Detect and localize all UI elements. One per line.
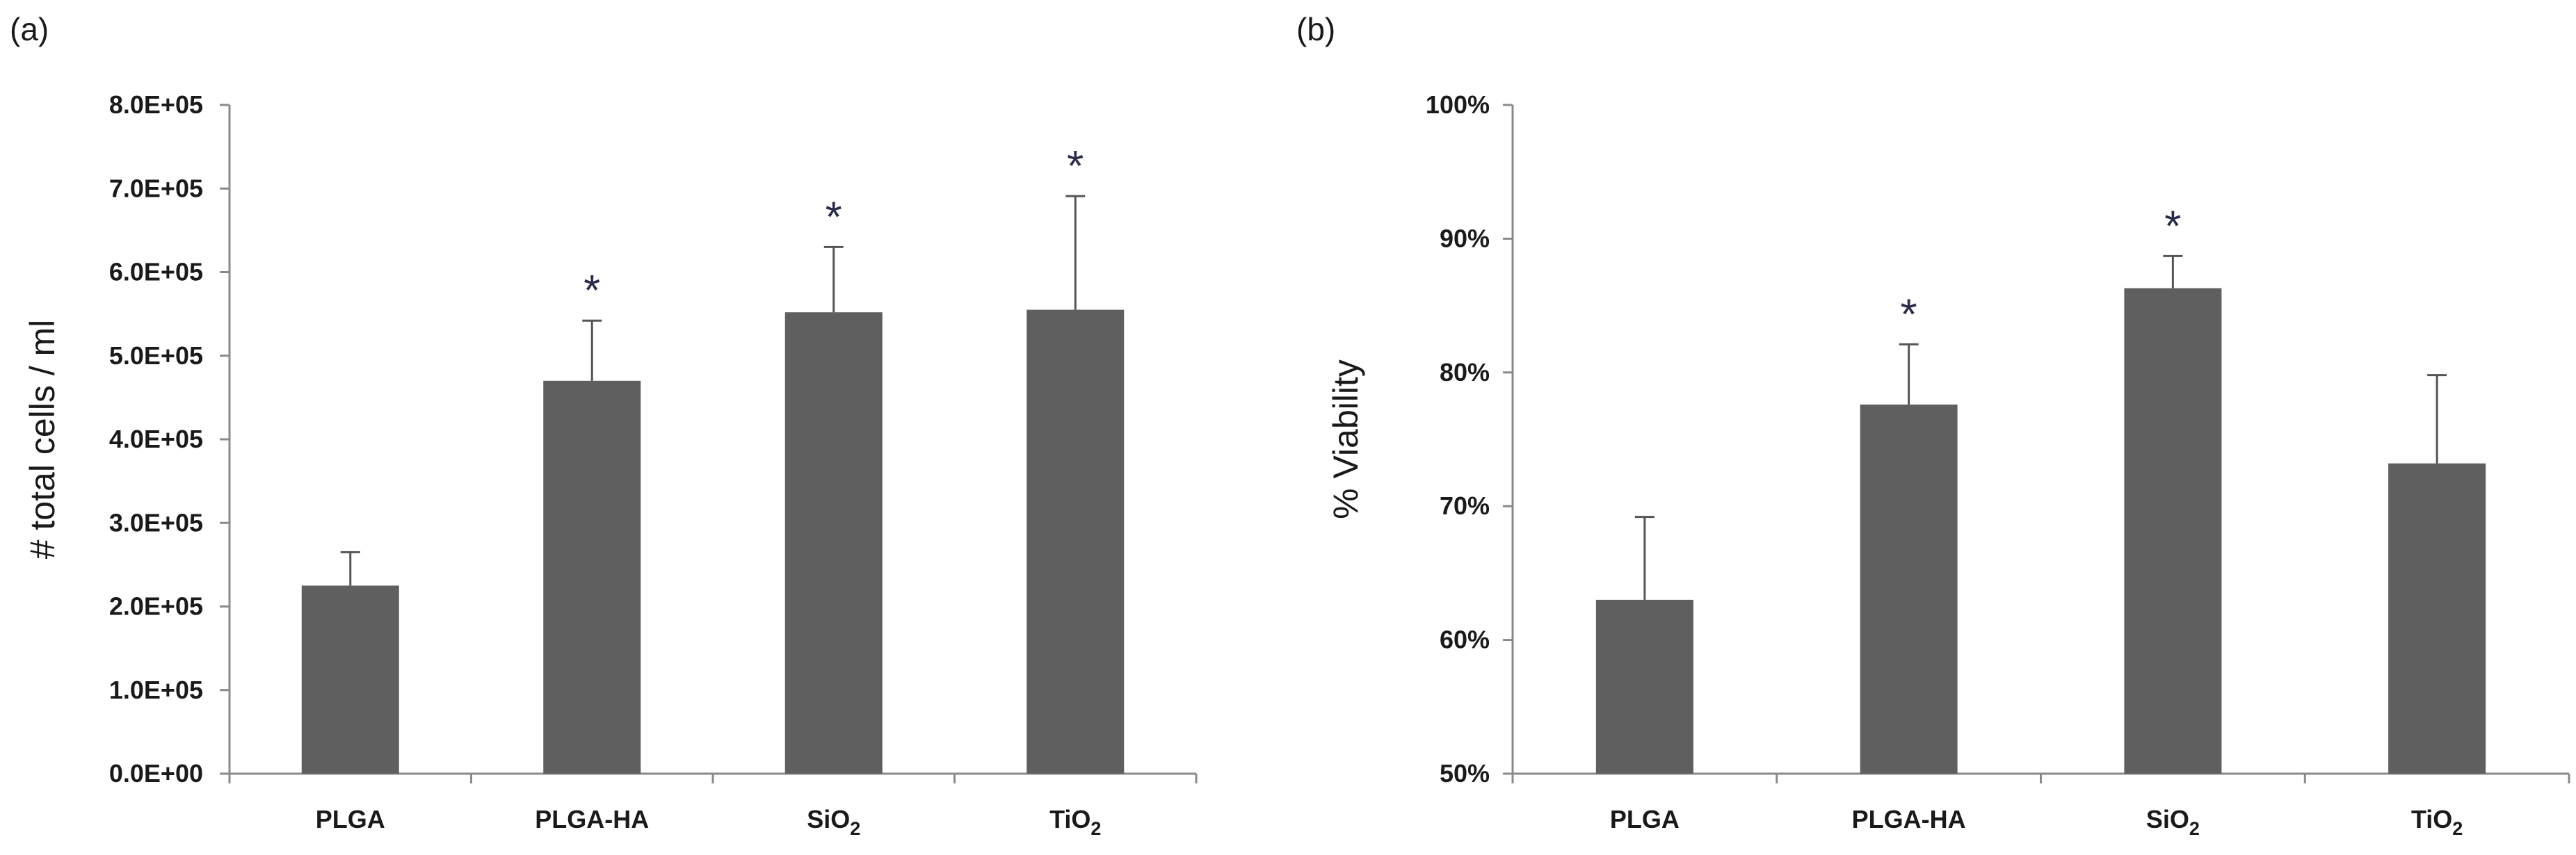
significance-star: * <box>2164 202 2181 250</box>
bar <box>301 585 399 774</box>
category-label: SiO2 <box>807 805 860 839</box>
panel-a: (a) 0.0E+00 1.0E+05 2.0E+05 3.0E+05 4.0E+05 5.… <box>10 11 1198 839</box>
y-tick-label: 50% <box>1440 759 1490 788</box>
bar <box>1027 309 1125 774</box>
y-tick-label: 5.0E+05 <box>109 341 203 370</box>
significance-star: * <box>583 267 600 315</box>
significance-star: * <box>1067 142 1084 190</box>
category-label: PLGA <box>1610 805 1680 833</box>
y-tick-label: 0.0E+00 <box>109 759 203 788</box>
y-tick-label: 90% <box>1440 224 1490 252</box>
y-axis-label: % Viability <box>1326 359 1365 519</box>
y-tick-label: 80% <box>1440 358 1490 386</box>
significance-star: * <box>826 193 842 241</box>
panel-label: (b) <box>1296 11 1335 47</box>
y-tick-label: 1.0E+05 <box>109 676 203 704</box>
bar <box>2124 288 2222 774</box>
category-label: SiO2 <box>2146 805 2200 839</box>
panel-label: (a) <box>10 11 49 47</box>
category-label: TiO2 <box>1049 805 1101 839</box>
category-label: PLGA <box>316 805 385 833</box>
y-tick-label: 2.0E+05 <box>109 592 203 621</box>
category-label: PLGA-HA <box>1852 805 1966 833</box>
y-axis-label: # total cells / ml <box>23 320 62 560</box>
y-tick-label: 70% <box>1440 491 1490 520</box>
category-label: PLGA-HA <box>535 805 649 833</box>
category-label: TiO2 <box>2411 805 2463 839</box>
panel-b: (b) 50% 60% 70% 80% 90% 100% % Viability PLGA * PL… <box>1296 11 2570 839</box>
y-tick-label: 100% <box>1426 90 1490 119</box>
bar <box>1595 599 1693 774</box>
y-tick-label: 4.0E+05 <box>109 425 203 453</box>
bar <box>784 312 883 774</box>
bar <box>2388 463 2486 774</box>
y-tick-label: 60% <box>1440 626 1490 654</box>
y-tick-label: 7.0E+05 <box>109 174 203 202</box>
y-tick-label: 3.0E+05 <box>109 508 203 537</box>
significance-star: * <box>1901 291 1917 339</box>
y-tick-label: 8.0E+05 <box>109 90 203 119</box>
y-tick-label: 6.0E+05 <box>109 258 203 286</box>
bar <box>543 380 641 774</box>
bar <box>1860 404 1958 774</box>
